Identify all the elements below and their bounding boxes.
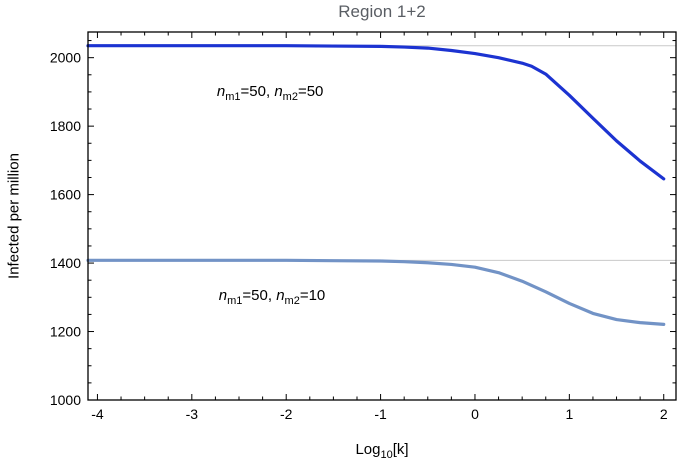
label-text: =50, — [240, 82, 275, 100]
chart-title: Region 1+2 — [338, 2, 426, 21]
curve-annotation-1: nm1=50, nm2=10 — [219, 287, 325, 307]
label-subscript: m2 — [284, 294, 300, 307]
label-text: n — [216, 82, 226, 100]
label-text: =10 — [299, 286, 326, 304]
x-tick-label: -2 — [280, 406, 293, 422]
label-text: n — [274, 82, 283, 100]
y-tick-label: 1600 — [50, 187, 81, 203]
label-text: Log — [355, 441, 381, 458]
label-subscript: m1 — [227, 294, 243, 307]
label-text: n — [218, 286, 228, 304]
y-tick-label: 1200 — [50, 324, 81, 340]
label-subscript: 10 — [380, 449, 393, 461]
label-text: [k] — [392, 441, 409, 458]
label-text: =50, — [242, 286, 277, 304]
curve-series-1 — [86, 258, 666, 326]
label-text: =50 — [297, 82, 324, 100]
x-tick-label: -3 — [186, 406, 199, 422]
y-tick-label: 1400 — [50, 255, 81, 271]
curve-annotation-0: nm1=50, nm2=50 — [217, 83, 323, 103]
x-tick-label: 1 — [565, 406, 573, 422]
curve-series-0 — [86, 44, 666, 181]
y-tick-label: 1000 — [50, 392, 81, 408]
y-axis-label: Infected per million — [5, 153, 23, 279]
label-text: n — [276, 286, 285, 304]
x-axis-label: Log10[k] — [355, 441, 408, 461]
y-tick-label: 2000 — [50, 50, 81, 66]
x-tick-label: -1 — [374, 406, 387, 422]
x-tick-label: -4 — [91, 406, 104, 422]
label-subscript: m1 — [225, 90, 241, 103]
y-tick-label: 1800 — [50, 118, 81, 134]
x-tick-label: 2 — [660, 406, 668, 422]
x-tick-label: 0 — [471, 406, 479, 422]
plot-frame — [87, 31, 677, 401]
label-subscript: m2 — [282, 90, 298, 103]
